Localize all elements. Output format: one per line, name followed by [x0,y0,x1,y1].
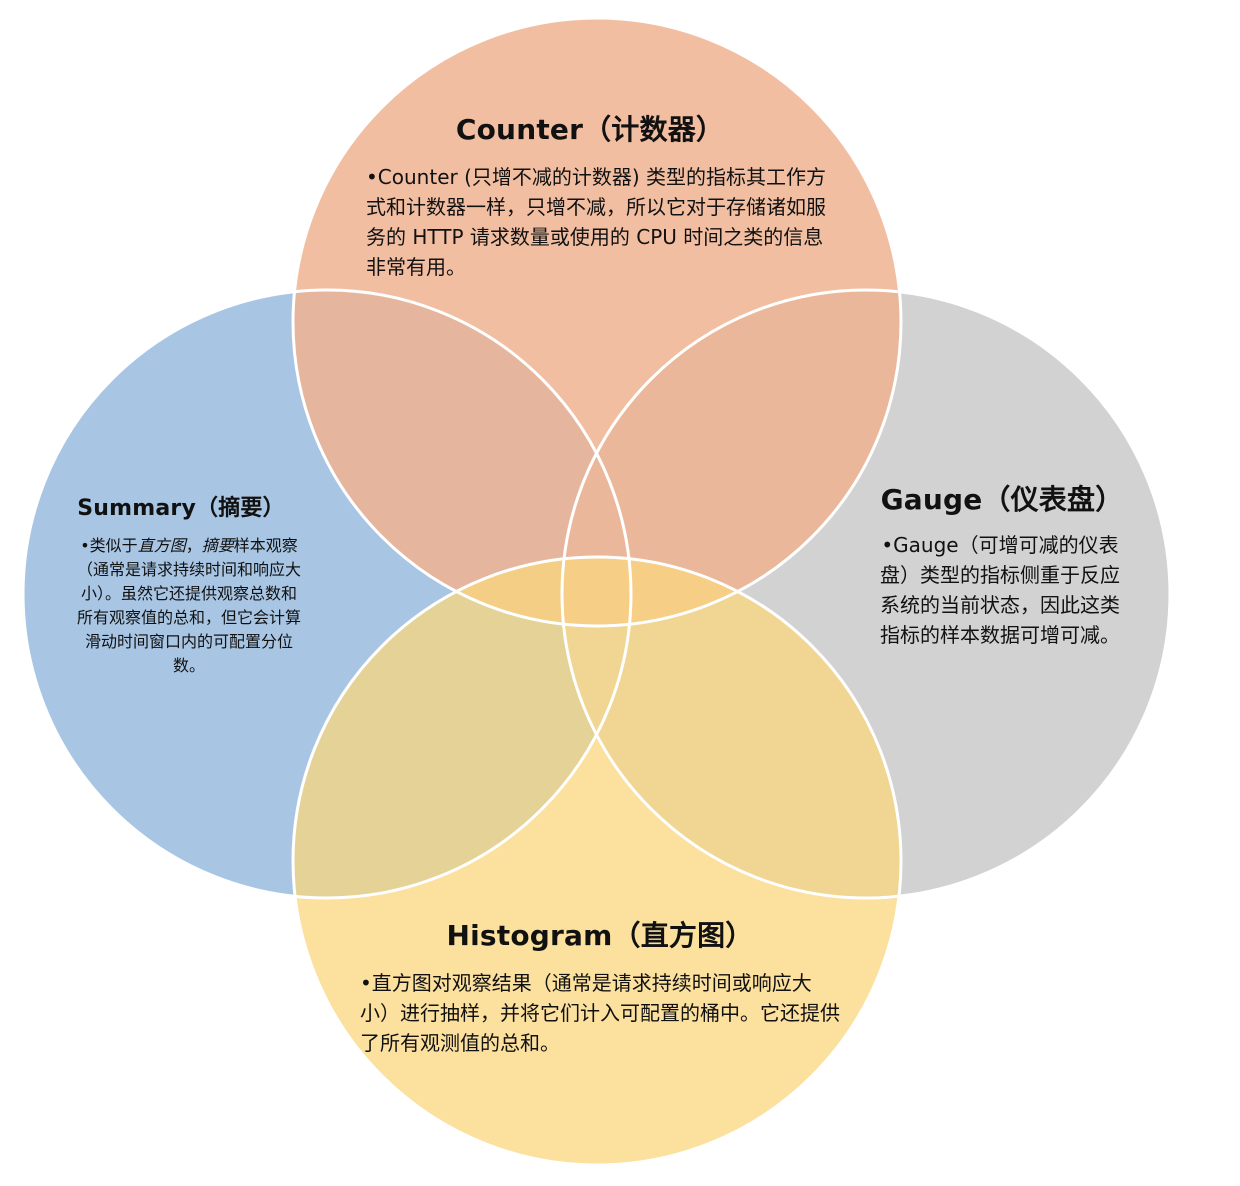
summary-description-italic-histogram: 直方图 [137,536,186,555]
gauge-title: Gauge（仪表盘） [880,483,1124,516]
summary-title: Summary（摘要） [77,496,285,521]
summary-description-prefix: •类似于 [80,536,138,555]
summary-description-separator: ， [185,536,202,555]
gauge-circle-outline [560,288,1172,900]
counter-description: •Counter (只增不减的计数器) 类型的指标其工作方式和计数器一样，只增不… [366,165,827,279]
summary-description-italic-summary: 摘要 [201,536,234,555]
histogram-description: •直方图对观察结果（通常是请求持续时间或响应大小）进行抽样，并将它们计入可配置的… [360,971,840,1055]
gauge-description: •Gauge（可增可减的仪表盘）类型的指标侧重于反应系统的当前状态，因此这类指标… [880,533,1120,647]
summary-circle-outline [21,288,633,900]
histogram-title: Histogram（直方图） [446,919,754,952]
histogram-circle-outline [291,555,903,1167]
histogram-circle [293,557,901,1165]
counter-circle [293,18,901,626]
summary-description: •类似于直方图，摘要样本观察（通常是请求持续时间和响应大小）。虽然它还提供观察总… [74,534,304,678]
counter-title: Counter（计数器） [455,113,725,146]
summary-description-suffix: 样本观察（通常是请求持续时间和响应大小）。虽然它还提供观察总数和所有观察值的总和… [76,536,301,675]
counter-circle-outline [291,16,903,628]
